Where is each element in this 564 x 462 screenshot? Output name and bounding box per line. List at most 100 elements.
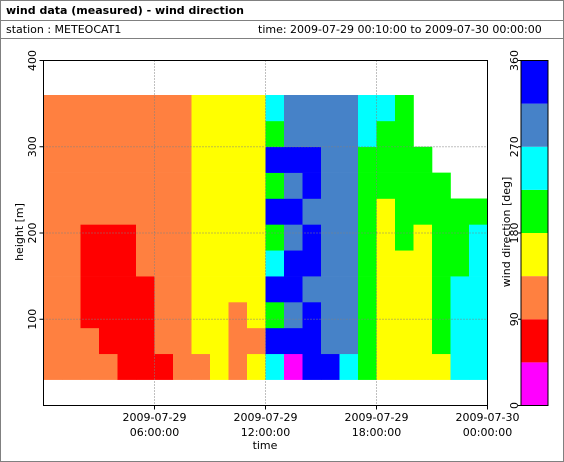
- cell: [247, 224, 266, 251]
- x-tick-label: 18:00:00: [352, 426, 401, 439]
- cell: [450, 302, 470, 329]
- cell: [358, 224, 377, 251]
- cell: [265, 327, 285, 355]
- cell: [228, 302, 248, 329]
- cell: [358, 353, 377, 380]
- cell: [136, 302, 155, 329]
- colorbar-tick-label: 90: [508, 312, 521, 326]
- cell: [191, 302, 211, 329]
- cell: [265, 146, 285, 173]
- cell: [413, 198, 433, 225]
- cell: [247, 276, 266, 303]
- cell: [136, 250, 155, 277]
- x-axis-label: time: [253, 439, 278, 452]
- cell: [247, 250, 266, 277]
- colorbar-bin: [521, 146, 548, 190]
- cell: [210, 224, 229, 251]
- cell: [173, 302, 192, 329]
- cell: [62, 198, 81, 225]
- cell: [302, 327, 322, 355]
- cell: [376, 95, 396, 122]
- cell: [413, 353, 433, 380]
- cell: [136, 276, 155, 303]
- cell: [413, 276, 433, 303]
- y-axis-label: height [m]: [13, 203, 26, 261]
- cell: [173, 276, 192, 303]
- cell: [247, 198, 266, 225]
- cell: [432, 198, 451, 225]
- cell: [228, 146, 248, 173]
- cell: [99, 198, 118, 225]
- cell: [154, 95, 174, 122]
- cell: [117, 95, 137, 122]
- cell: [469, 302, 488, 329]
- cell: [376, 302, 396, 329]
- cell: [210, 146, 229, 173]
- cell: [395, 276, 414, 303]
- cell: [265, 250, 285, 277]
- cell: [62, 276, 81, 303]
- cell: [302, 120, 322, 148]
- cell: [247, 120, 266, 148]
- cell: [265, 95, 285, 122]
- cell: [302, 95, 322, 122]
- cell: [210, 353, 229, 380]
- colorbar-tick-label: 360: [508, 50, 521, 71]
- cell: [450, 198, 470, 225]
- cell: [321, 198, 340, 225]
- cell: [321, 276, 340, 303]
- colorbar-bin: [521, 189, 548, 233]
- cell: [450, 327, 470, 355]
- cell: [395, 302, 414, 329]
- cell: [173, 120, 192, 148]
- cell: [191, 276, 211, 303]
- cell: [376, 172, 396, 199]
- cell: [228, 224, 248, 251]
- cell: [210, 198, 229, 225]
- cell: [302, 276, 322, 303]
- cell: [173, 172, 192, 199]
- cell: [191, 250, 211, 277]
- cell: [284, 250, 303, 277]
- cell: [358, 327, 377, 355]
- cell: [99, 120, 118, 148]
- cell: [265, 172, 285, 199]
- cell: [80, 172, 100, 199]
- cell: [154, 224, 174, 251]
- cell: [99, 302, 118, 329]
- cell: [99, 353, 118, 380]
- cell: [413, 172, 433, 199]
- cell: [376, 146, 396, 173]
- cell: [80, 327, 100, 355]
- y-tick-label: 300: [26, 136, 39, 157]
- cell: [358, 276, 377, 303]
- cell: [43, 120, 63, 148]
- colorbar-bin: [521, 276, 548, 320]
- x-tick-label: 12:00:00: [241, 426, 290, 439]
- y-tick-label: 200: [26, 223, 39, 244]
- cell: [469, 276, 488, 303]
- cell: [117, 250, 137, 277]
- cell: [117, 327, 137, 355]
- cell: [302, 302, 322, 329]
- cell: [321, 172, 340, 199]
- cell: [43, 172, 63, 199]
- cell: [302, 250, 322, 277]
- cell: [321, 250, 340, 277]
- x-tick-label: 06:00:00: [130, 426, 179, 439]
- cell: [302, 224, 322, 251]
- cell: [265, 198, 285, 225]
- cell: [339, 276, 359, 303]
- cell: [376, 250, 396, 277]
- cell: [395, 172, 414, 199]
- cell: [247, 302, 266, 329]
- cell: [265, 224, 285, 251]
- cell: [99, 250, 118, 277]
- cell: [62, 224, 81, 251]
- cell: [210, 172, 229, 199]
- cell: [284, 172, 303, 199]
- cell: [321, 146, 340, 173]
- cell: [321, 120, 340, 148]
- cell: [432, 276, 451, 303]
- cell: [284, 120, 303, 148]
